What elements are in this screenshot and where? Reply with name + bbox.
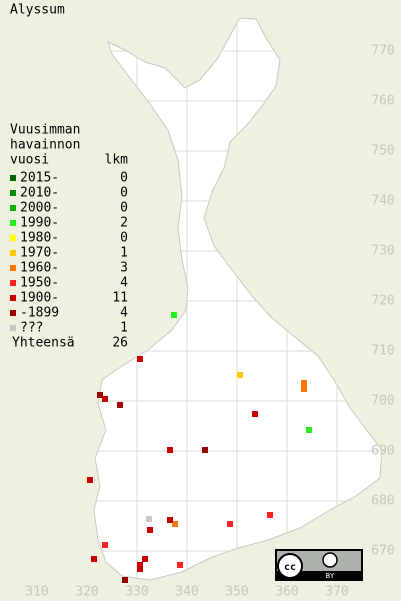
- legend-label: 2000-: [20, 201, 59, 216]
- x-tick-label: 310: [25, 585, 48, 600]
- observation: [252, 411, 258, 417]
- legend-heading: vuosi: [10, 153, 49, 168]
- map-title: Alyssum: [10, 3, 65, 18]
- legend-label: 1960-: [20, 261, 59, 276]
- observation: [301, 386, 307, 392]
- observation: [167, 517, 173, 523]
- legend-swatch: [10, 235, 16, 241]
- observation: [171, 312, 177, 318]
- legend-label: 1990-: [20, 216, 59, 231]
- legend-swatch: [10, 205, 16, 211]
- legend-count: 4: [120, 306, 128, 321]
- observation: [142, 556, 148, 562]
- x-tick-label: 370: [325, 585, 348, 600]
- observation: [147, 527, 153, 533]
- observation: [301, 380, 307, 386]
- legend-label: 1950-: [20, 276, 59, 291]
- observation: [146, 516, 152, 522]
- observation: [202, 447, 208, 453]
- observation: [137, 562, 143, 568]
- legend-swatch: [10, 295, 16, 301]
- observation: [97, 392, 103, 398]
- legend-heading: Vuusimman: [10, 123, 80, 138]
- observation: [102, 396, 108, 402]
- observation: [137, 356, 143, 362]
- legend-label: ???: [20, 321, 43, 336]
- by-text: BY: [326, 572, 335, 580]
- legend-swatch: [10, 220, 16, 226]
- legend-count: 0: [120, 171, 128, 186]
- observation: [87, 477, 93, 483]
- legend-label: 1970-: [20, 246, 59, 261]
- observation: [177, 562, 183, 568]
- y-tick-label: 680: [371, 494, 394, 509]
- legend-swatch: [10, 250, 16, 256]
- observation: [91, 556, 97, 562]
- cc-icon: [277, 553, 303, 579]
- y-tick-label: 710: [371, 344, 394, 359]
- observation: [267, 512, 273, 518]
- legend-swatch: [10, 280, 16, 286]
- legend-count: 1: [120, 321, 128, 336]
- y-tick-label: 750: [371, 144, 394, 159]
- y-tick-label: 770: [371, 44, 394, 59]
- axes: 310 320 330 340 350 360 3706706806907007107207…: [25, 44, 394, 600]
- legend-count: 3: [120, 261, 128, 276]
- legend-count: 0: [120, 186, 128, 201]
- legend-label: -1899: [20, 306, 59, 321]
- y-tick-label: 730: [371, 244, 394, 259]
- observation: [227, 521, 233, 527]
- legend-label: 2010-: [20, 186, 59, 201]
- legend-total-label: Yhteensä: [12, 336, 75, 351]
- observation: [167, 447, 173, 453]
- observation: [237, 372, 243, 378]
- observation: [122, 577, 128, 583]
- y-tick-label: 700: [371, 394, 394, 409]
- legend-count: 2: [120, 216, 128, 231]
- legend-count: 0: [120, 201, 128, 216]
- legend-label: 1980-: [20, 231, 59, 246]
- observation: [117, 402, 123, 408]
- license-badge: cc BY: [275, 549, 363, 581]
- legend-swatch: [10, 265, 16, 271]
- legend-swatch: [10, 175, 16, 181]
- cc-text: cc: [284, 562, 296, 573]
- x-tick-label: 350: [225, 585, 248, 600]
- legend-label: 2015-: [20, 171, 59, 186]
- y-tick-label: 670: [371, 544, 394, 559]
- legend-label: 1900-: [20, 291, 59, 306]
- legend-count-heading: lkm: [105, 153, 129, 168]
- legend-swatch: [10, 190, 16, 196]
- observation: [172, 521, 178, 527]
- observation: [102, 542, 108, 548]
- by-icon: [322, 552, 338, 568]
- legend-swatch: [10, 310, 16, 316]
- x-tick-label: 330: [125, 585, 148, 600]
- observation: [306, 427, 312, 433]
- y-tick-label: 740: [371, 194, 394, 209]
- legend-total: 26: [112, 336, 128, 351]
- legend-count: 4: [120, 276, 128, 291]
- legend-count: 0: [120, 231, 128, 246]
- y-tick-label: 760: [371, 94, 394, 109]
- legend-heading: havainnon: [10, 138, 80, 153]
- observation: [137, 566, 143, 572]
- y-tick-label: 720: [371, 294, 394, 309]
- x-tick-label: 360: [275, 585, 298, 600]
- legend-swatch: [10, 325, 16, 331]
- x-tick-label: 340: [175, 585, 198, 600]
- points: [87, 312, 312, 583]
- x-tick-label: 320: [75, 585, 98, 600]
- legend-count: 1: [120, 246, 128, 261]
- legend-count: 11: [112, 291, 128, 306]
- y-tick-label: 690: [371, 444, 394, 459]
